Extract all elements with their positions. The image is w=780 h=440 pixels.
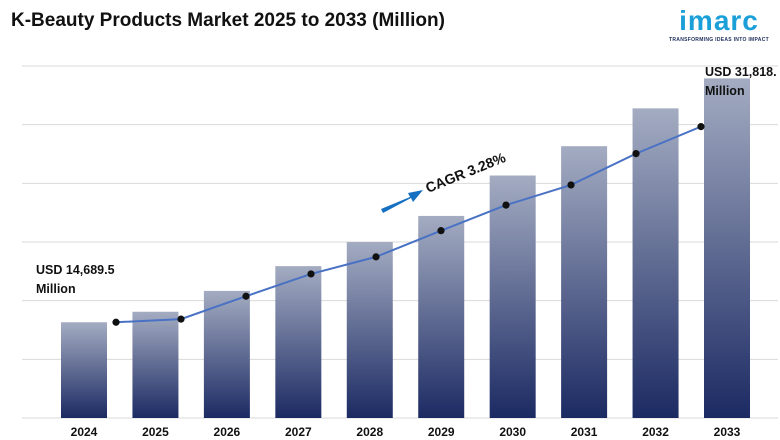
start-value-label: USD 14,689.5: [36, 263, 115, 277]
bar-2030: [489, 175, 536, 418]
trend-marker-2026: [242, 292, 250, 300]
bar-2033: [704, 78, 750, 418]
trend-line-path: [115, 125, 702, 324]
logo-word: imarc: [679, 5, 759, 36]
bar-2031: [561, 146, 608, 418]
x-tick-label: 2028: [356, 425, 383, 439]
bar-2029: [418, 215, 465, 418]
x-tick-label: 2030: [499, 425, 526, 439]
bar-2024: [61, 322, 107, 418]
trend-line: [112, 123, 705, 326]
cagr-arrow: [381, 190, 423, 213]
bar-2028: [346, 242, 393, 418]
trend-marker-2025: [177, 315, 185, 323]
trend-marker-2024: [112, 318, 120, 326]
trend-marker-2031: [567, 181, 575, 189]
end-value-label: USD 31,818.: [705, 65, 777, 79]
x-tick-label: 2024: [71, 425, 98, 439]
start-value-unit: Million: [36, 282, 76, 296]
x-tick-label: 2027: [285, 425, 312, 439]
bar-2026: [203, 290, 250, 418]
chart-title: K-Beauty Products Market 2025 to 2033 (M…: [11, 10, 445, 31]
x-tick-label: 2032: [642, 425, 669, 439]
x-tick-label: 2029: [428, 425, 455, 439]
bars: [61, 78, 750, 419]
x-axis-labels: 2024 2025 2026 2027 2028 2029 2030 2031 2032 2033: [71, 425, 741, 439]
logo-tagline: TRANSFORMING IDEAS INTO IMPACT: [669, 37, 769, 43]
x-tick-label: 2026: [214, 425, 241, 439]
x-tick-label: 2033: [714, 425, 741, 439]
bar-2025: [132, 311, 179, 418]
bar-2027: [275, 266, 322, 418]
trend-marker-2028: [372, 253, 380, 261]
end-value-unit: Million: [705, 84, 745, 98]
bar-2032: [632, 108, 679, 419]
trend-marker-2030: [502, 201, 510, 209]
x-tick-label: 2025: [142, 425, 169, 439]
trend-marker-2033: [697, 123, 705, 131]
trend-marker-2029: [437, 227, 445, 235]
trend-marker-2032: [632, 150, 640, 158]
trend-marker-2027: [307, 270, 315, 278]
x-tick-label: 2031: [571, 425, 598, 439]
imarc-logo: imarc TRANSFORMING IDEAS INTO IMPACT: [664, 5, 774, 44]
